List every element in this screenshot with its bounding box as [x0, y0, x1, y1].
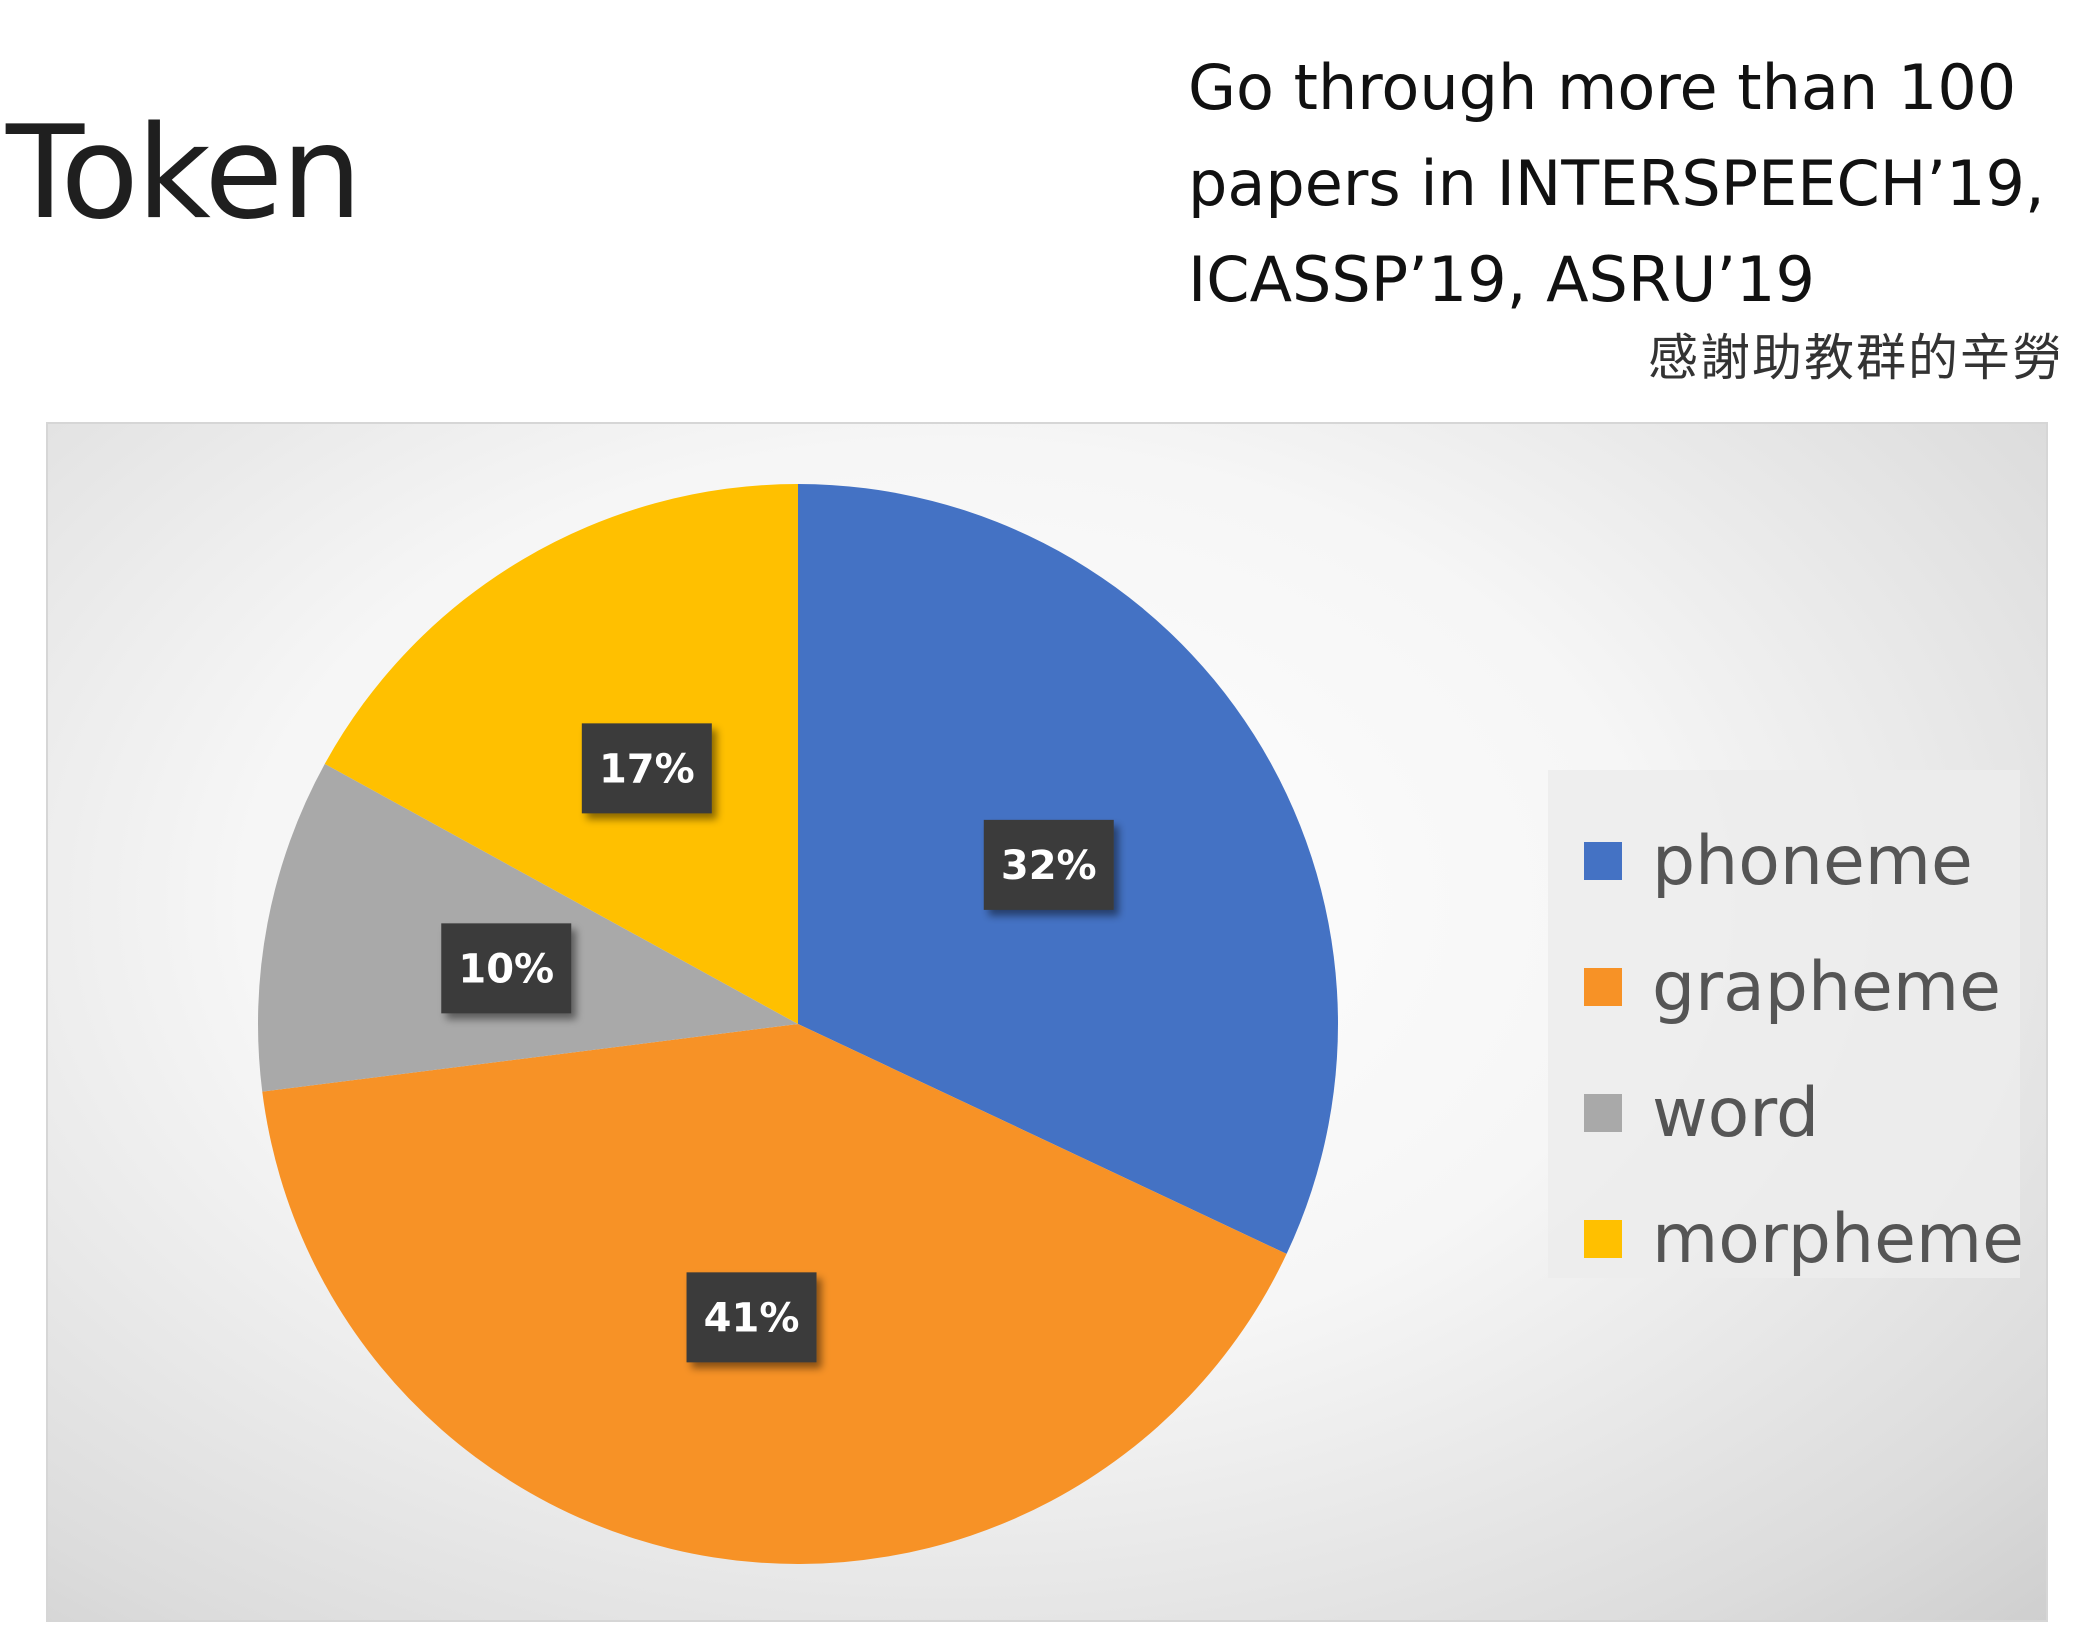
pie-slice-morpheme: [324, 484, 798, 1024]
pie-chart-svg: 32% 41% 10% 17%: [258, 484, 1338, 1564]
legend-item-word: word: [1548, 1050, 2020, 1176]
data-label-grapheme: 41%: [686, 1272, 817, 1363]
legend-label-word: word: [1652, 1073, 1820, 1153]
data-label-word: 10%: [441, 923, 572, 1014]
legend-item-phoneme: phoneme: [1548, 798, 2020, 924]
legend-item-grapheme: grapheme: [1548, 924, 2020, 1050]
legend-swatch-morpheme: [1584, 1220, 1622, 1258]
data-label-text-word: 10%: [458, 946, 554, 992]
chart-legend: phoneme grapheme word morpheme: [1548, 770, 2024, 1279]
source-note-line-2: papers in INTERSPEECH’19,: [1188, 147, 2045, 220]
data-label-box-grapheme: [686, 1272, 817, 1363]
source-note-line-3: ICASSP’19, ASRU’19: [1188, 243, 1815, 316]
legend-label-morpheme: morpheme: [1652, 1199, 2024, 1279]
data-label-phoneme: 32%: [983, 819, 1114, 910]
legend-label-grapheme: grapheme: [1652, 947, 2001, 1027]
source-note: Go through more than 100 papers in INTER…: [1188, 40, 2068, 328]
legend-label-phoneme: phoneme: [1652, 821, 1973, 901]
source-note-line-1: Go through more than 100: [1188, 51, 2017, 124]
data-label-box-word: [441, 923, 572, 1014]
slide-title: Token: [6, 99, 362, 248]
data-label-text-morpheme: 17%: [599, 746, 695, 792]
legend-swatch-grapheme: [1584, 968, 1622, 1006]
data-label-box-morpheme: [581, 723, 712, 814]
pie-chart: 32% 41% 10% 17% phoneme grapheme word morph…: [46, 422, 2048, 1622]
legend-swatch-word: [1584, 1094, 1622, 1132]
data-label-morpheme: 17%: [581, 723, 712, 814]
legend-swatch-phoneme: [1584, 842, 1622, 880]
data-label-text-grapheme: 41%: [704, 1295, 800, 1341]
data-label-text-phoneme: 32%: [1001, 843, 1097, 889]
data-label-box-phoneme: [983, 819, 1114, 910]
thanks-note: 感謝助教群的辛勞: [1648, 329, 2064, 387]
legend-item-morpheme: morpheme: [1548, 1176, 2024, 1302]
